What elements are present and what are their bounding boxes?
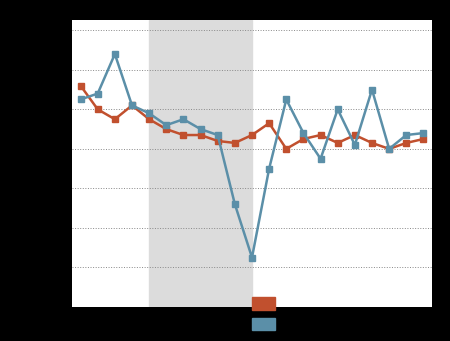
Bar [252, 297, 274, 310]
Bar [149, 20, 252, 307]
Bar [252, 318, 274, 330]
